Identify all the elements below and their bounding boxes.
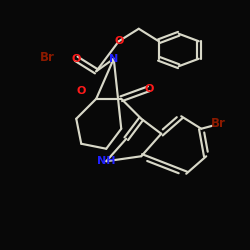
Text: NH: NH — [97, 156, 116, 166]
Text: Br: Br — [211, 117, 226, 130]
Text: O: O — [72, 54, 81, 64]
Text: N: N — [109, 54, 118, 64]
Text: O: O — [114, 36, 124, 46]
Text: O: O — [76, 86, 86, 96]
Text: Br: Br — [40, 51, 55, 64]
Text: O: O — [144, 84, 154, 94]
